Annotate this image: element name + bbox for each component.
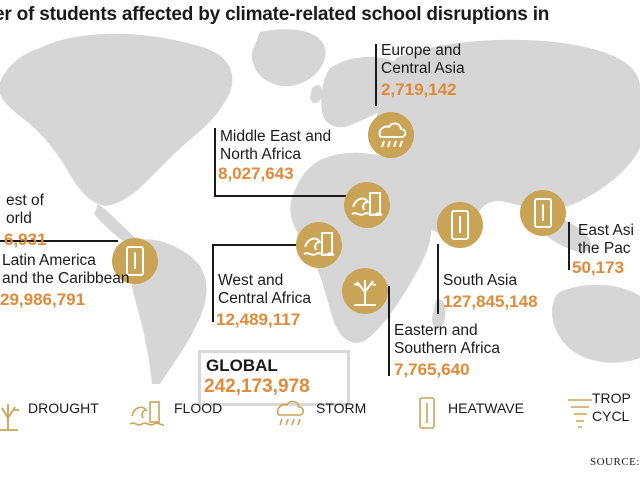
esa-name-2: Southern Africa <box>394 340 500 357</box>
flood-icon <box>303 232 335 256</box>
wca-value: 12,489,117 <box>216 310 301 329</box>
southasia-leader-line <box>437 244 439 314</box>
mena-leader-line-h <box>214 195 346 197</box>
latam-value: 29,986,791 <box>0 290 86 309</box>
legend-heatwave-label: HEATWAVE <box>448 400 524 416</box>
esa-name-1: Eastern and <box>394 322 478 339</box>
rest-name-2: orld <box>6 210 32 227</box>
source-credit: SOURCE: U <box>590 456 640 468</box>
europe-leader-line <box>375 44 377 106</box>
storm-cloud-icon <box>276 400 305 426</box>
europe-name-2: Central Asia <box>381 60 465 77</box>
esa-leader-line <box>388 286 390 376</box>
storm-icon <box>378 122 407 148</box>
world-map <box>0 29 640 384</box>
thermometer-icon <box>534 198 552 228</box>
global-value: 242,173,978 <box>204 376 310 397</box>
thermometer-icon <box>419 397 435 429</box>
japan-shape <box>599 122 618 153</box>
flood-icon <box>351 192 383 216</box>
southasia-name: South Asia <box>443 272 518 289</box>
heatwave-badge-latam <box>112 238 158 284</box>
mena-name-1: Middle East and <box>220 128 332 145</box>
cyclone-icon <box>568 399 592 428</box>
wca-name-1: West and <box>218 272 284 289</box>
asia-shape <box>374 39 640 234</box>
storm-badge-europe <box>368 112 414 158</box>
legend-storm: STORM <box>272 398 382 434</box>
latam-name-2: and the Caribbean <box>2 270 130 287</box>
legend-cyclone-label-1: TROP <box>592 390 631 406</box>
europe-shape <box>321 56 406 128</box>
legend-flood: FLOOD <box>128 398 238 434</box>
legend-heatwave: HEATWAVE <box>416 397 546 434</box>
wca-name-2: Central Africa <box>218 290 312 307</box>
legend-flood-label: FLOOD <box>174 400 223 416</box>
rest-value: 6,931 <box>4 230 47 249</box>
drought-badge-esa <box>342 268 388 314</box>
eap-leader-line <box>568 222 570 270</box>
mena-value: 8,027,643 <box>218 164 294 183</box>
europe-value: 2,719,142 <box>381 80 457 99</box>
uk-shape <box>310 85 323 104</box>
australia-shape <box>552 284 640 363</box>
europe-name-1: Europe and <box>381 42 462 59</box>
greenland-shape <box>251 29 326 87</box>
drought-tree-icon <box>0 404 19 431</box>
chart-title: er of students affected by climate-relat… <box>0 4 550 25</box>
north-america-shape <box>0 33 233 206</box>
central-america-shape <box>94 204 140 248</box>
global-label: GLOBAL <box>206 356 278 375</box>
africa-shape <box>290 152 432 343</box>
flood-badge-mena <box>344 182 390 228</box>
thermometer-icon <box>451 210 469 240</box>
esa-value: 7,765,640 <box>394 360 470 379</box>
legend-drought: DROUGHT <box>0 398 110 434</box>
flood-icon <box>129 401 165 426</box>
legend-drought-label: DROUGHT <box>28 400 99 416</box>
latam-name-1: Latin America <box>2 252 96 269</box>
rest-name-1: est of <box>6 192 44 209</box>
eap-name-2: the Pac <box>578 240 631 257</box>
drought-tree-icon <box>353 280 377 306</box>
legend-storm-label: STORM <box>316 400 367 416</box>
eap-name-1: East Asi <box>578 222 634 239</box>
wca-leader-line-h <box>212 244 296 246</box>
heatwave-badge-eap <box>520 190 566 236</box>
legend-cyclone: TROP CYCL <box>566 390 640 434</box>
mena-name-2: North Africa <box>220 146 301 163</box>
southasia-value: 127,845,148 <box>443 292 538 311</box>
wca-leader-line <box>212 244 214 322</box>
flood-badge-wca <box>296 222 342 268</box>
thermometer-icon <box>126 246 144 276</box>
latam-leader-line <box>0 240 118 242</box>
legend-cyclone-label-2: CYCL <box>592 408 630 424</box>
heatwave-badge-southasia <box>437 202 483 248</box>
mena-leader-line <box>214 128 216 196</box>
eap-value: 50,173 <box>572 258 624 277</box>
global-total-box <box>198 350 350 406</box>
